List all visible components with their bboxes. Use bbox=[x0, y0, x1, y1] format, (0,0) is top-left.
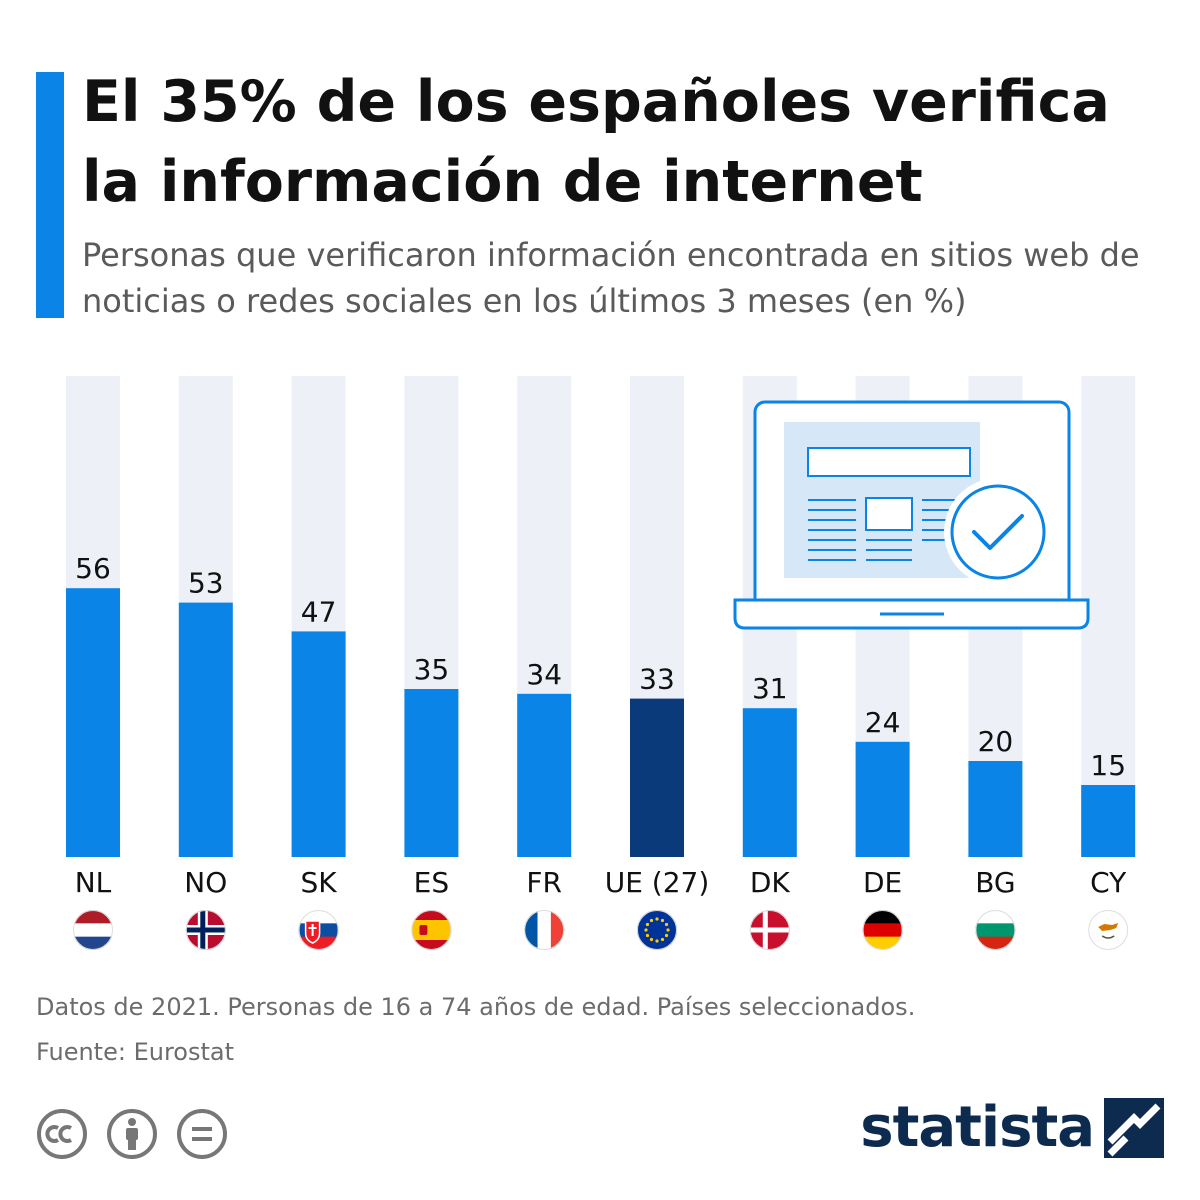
bar-de[interactable] bbox=[855, 741, 910, 857]
category-label-fr: FR bbox=[526, 866, 562, 899]
bar-dk[interactable] bbox=[742, 708, 797, 857]
bar-fr[interactable] bbox=[517, 693, 572, 857]
page-title: El 35% de los españoles verifica la info… bbox=[82, 69, 1110, 215]
value-label-cy: 15 bbox=[1090, 749, 1126, 782]
category-label-ue-27: UE (27) bbox=[605, 866, 710, 899]
bar-sk[interactable] bbox=[291, 631, 346, 857]
title-accent-bar bbox=[36, 72, 64, 318]
logo-text: statista bbox=[860, 1095, 1095, 1160]
category-labels: NL NO SK ES FR UE (27) DK DE BG CY bbox=[75, 866, 1127, 899]
value-label-es: 35 bbox=[414, 653, 450, 686]
flag-slovakia-icon bbox=[298, 910, 339, 950]
license-icons bbox=[36, 1108, 228, 1160]
category-label-de: DE bbox=[863, 866, 902, 899]
value-label-fr: 34 bbox=[526, 658, 562, 691]
category-label-es: ES bbox=[414, 866, 449, 899]
cc-icon[interactable] bbox=[36, 1108, 88, 1160]
flag-germany-icon bbox=[862, 910, 903, 950]
no-derivatives-icon[interactable] bbox=[176, 1108, 228, 1160]
flag-cyprus-icon bbox=[1088, 910, 1129, 950]
attribution-icon[interactable] bbox=[106, 1108, 158, 1160]
flag-france-icon bbox=[524, 910, 565, 950]
statista-logo[interactable]: statista bbox=[860, 1095, 1164, 1160]
category-label-nl: NL bbox=[75, 866, 112, 899]
value-label-bg: 20 bbox=[978, 725, 1014, 758]
bars bbox=[66, 588, 1136, 857]
flag-bulgaria-icon bbox=[975, 910, 1016, 950]
category-label-dk: DK bbox=[750, 866, 791, 899]
bar-no[interactable] bbox=[178, 602, 233, 857]
category-label-no: NO bbox=[184, 866, 227, 899]
value-label-nl: 56 bbox=[75, 552, 111, 585]
value-label-de: 24 bbox=[865, 706, 901, 739]
flag-netherlands-icon bbox=[73, 910, 113, 950]
bar-cy[interactable] bbox=[1081, 785, 1136, 857]
value-label-dk: 31 bbox=[752, 672, 788, 705]
value-label-sk: 47 bbox=[301, 595, 337, 628]
laptop-verified-news-icon bbox=[733, 400, 1090, 630]
value-label-no: 53 bbox=[188, 567, 224, 600]
bar-es[interactable] bbox=[404, 689, 459, 857]
footnote-note: Datos de 2021. Personas de 16 a 74 años … bbox=[36, 993, 916, 1021]
bar-bg[interactable] bbox=[968, 761, 1023, 857]
bar-track-cy bbox=[1081, 376, 1136, 857]
value-label-ue-27: 33 bbox=[639, 663, 675, 696]
footnote-source: Fuente: Eurostat bbox=[36, 1038, 234, 1066]
page-subtitle: Personas que verificaron información enc… bbox=[82, 236, 1140, 320]
flag-denmark-icon bbox=[749, 910, 790, 950]
statista-logo-icon bbox=[1104, 1097, 1164, 1158]
flag-norway-icon bbox=[185, 910, 226, 950]
category-label-cy: CY bbox=[1090, 866, 1127, 899]
category-label-bg: BG bbox=[975, 866, 1015, 899]
bar-ue-27[interactable] bbox=[630, 698, 684, 857]
category-label-sk: SK bbox=[301, 866, 338, 899]
value-labels: 56 53 47 35 34 33 31 24 20 15 bbox=[75, 552, 1126, 782]
bar-chart: 56 53 47 35 34 33 31 24 20 15 NL NO SK ES FR UE (27) DK… bbox=[66, 376, 1136, 950]
flag-spain-icon bbox=[411, 910, 452, 950]
bar-nl[interactable] bbox=[66, 588, 120, 857]
flag-eu-icon bbox=[637, 910, 677, 950]
flags bbox=[73, 910, 1129, 950]
